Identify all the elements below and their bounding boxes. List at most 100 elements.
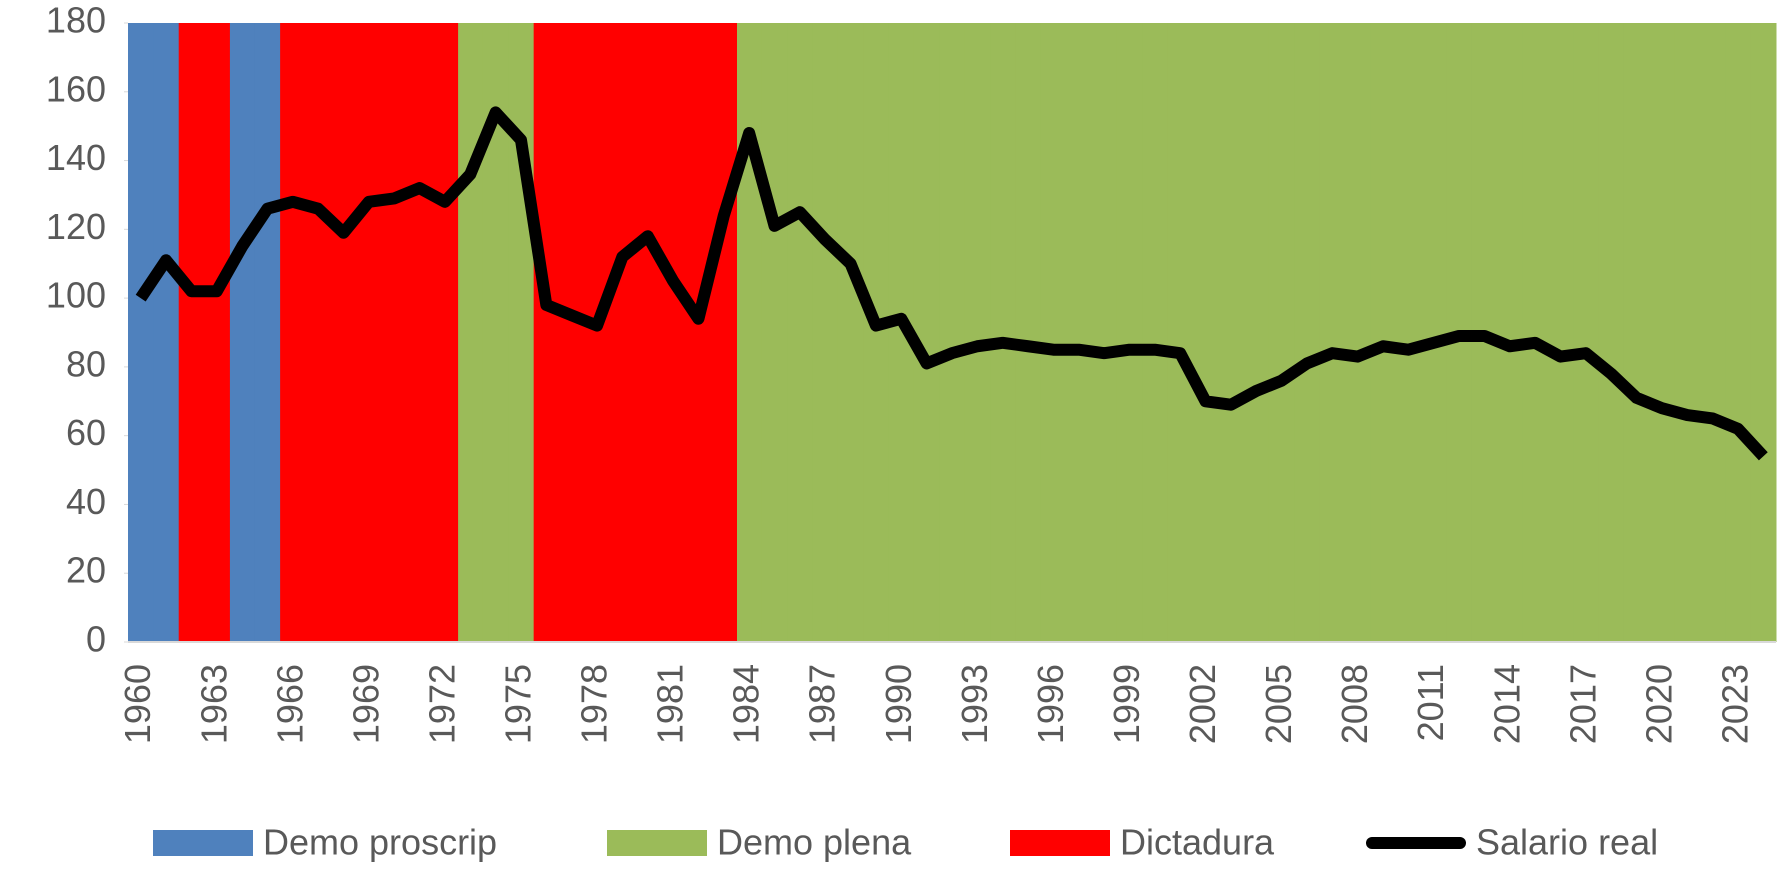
regime-bar [1750,23,1777,642]
regime-bar [229,23,256,642]
regime-bar [964,23,991,642]
regime-bar [1699,23,1726,642]
legend-label: Demo plena [717,822,912,863]
x-tick-label: 1981 [650,664,691,744]
x-tick-label: 2005 [1258,664,1299,744]
x-tick-label: 1972 [421,664,462,744]
regime-bar [660,23,687,642]
regime-bar [1015,23,1042,642]
x-tick-label: 2008 [1334,664,1375,744]
regime-bar [356,23,383,642]
regime-bar [1116,23,1143,642]
regime-bar [939,23,966,642]
regime-bar [457,23,484,642]
regime-bar [711,23,737,642]
regime-bar [1547,23,1574,642]
legend-swatch [607,830,707,856]
regime-bar [1243,23,1270,642]
regime-bar [1674,23,1701,642]
x-tick-label: 1978 [574,664,615,744]
regime-bar [1573,23,1600,642]
regime-bar [1344,23,1371,642]
regime-bar [1522,23,1549,642]
legend-label: Dictadura [1120,822,1275,863]
regime-bar [1167,23,1194,642]
x-tick-label: 1990 [878,664,919,744]
x-tick-label: 2014 [1486,664,1527,744]
regime-bar [863,23,890,642]
x-tick-label: 2011 [1410,664,1451,741]
y-tick-label: 40 [66,481,106,522]
regime-bar [1623,23,1650,642]
regime-bar [1142,23,1169,642]
x-tick-label: 1969 [345,664,386,744]
x-tick-label: 1987 [802,664,843,744]
regime-bar [1294,23,1321,642]
regime-bar [153,23,180,642]
regime-bar [1040,23,1067,642]
regime-bar [432,23,459,642]
x-tick-label: 1963 [193,664,234,744]
regime-bar [837,23,864,642]
y-tick-label: 60 [66,412,106,453]
regime-bar [1268,23,1295,642]
regime-bar [1598,23,1625,642]
x-tick-label: 1966 [269,664,310,744]
legend-swatch [153,830,253,856]
legend-label: Salario real [1476,822,1658,863]
regime-bar [1497,23,1523,642]
x-tick-label: 1984 [726,664,767,744]
regime-bar [584,23,611,642]
y-tick-label: 20 [66,550,106,591]
x-tick-label: 2023 [1714,664,1755,744]
regime-bar [913,23,940,642]
y-tick-label: 140 [46,137,106,178]
regime-bar [787,23,814,642]
regime-bar [812,23,839,642]
regime-bar [508,23,535,642]
regime-bar [1395,23,1422,642]
regime-bar [1649,23,1676,642]
regime-bar [736,23,763,642]
regime-bar [635,23,661,642]
regime-bar [533,23,560,642]
regime-bar [1218,23,1245,642]
x-tick-label: 1975 [498,664,539,744]
y-tick-label: 80 [66,343,106,384]
regime-bar [204,23,230,642]
line [135,106,1768,461]
regime-bar [609,23,636,642]
x-tick-label: 1993 [954,664,995,744]
regime-bar [280,23,306,642]
y-tick-label: 160 [46,68,106,109]
x-tick-label: 1999 [1106,664,1147,744]
regime-bar [178,23,205,642]
regime-bar [559,23,585,642]
regime-bar [1370,23,1397,642]
regime-bar [1192,23,1219,642]
x-tick-label: 1960 [117,664,158,744]
regime-bar [381,23,408,642]
regime-bar [1091,23,1118,642]
regime-bar [990,23,1016,642]
regime-bar [761,23,788,642]
regime-bar [128,23,154,642]
regime-bar [685,23,712,642]
legend-label: Demo proscrip [263,822,497,863]
x-tick-label: 2017 [1562,664,1603,744]
y-tick-label: 0 [86,619,106,660]
regime-bar [1066,23,1092,642]
regime-bar [254,23,281,642]
x-tick-label: 2020 [1638,664,1679,744]
regime-bar [406,23,433,642]
x-tick-label: 2002 [1182,664,1223,744]
y-tick-label: 100 [46,275,106,316]
regime-bar [1319,23,1346,642]
regime-bar [330,23,357,642]
regime-bar [1725,23,1752,642]
y-tick-label: 120 [46,206,106,247]
legend-swatch [1010,830,1110,856]
y-tick-label: 180 [46,0,106,41]
x-tick-label: 1996 [1030,664,1071,744]
